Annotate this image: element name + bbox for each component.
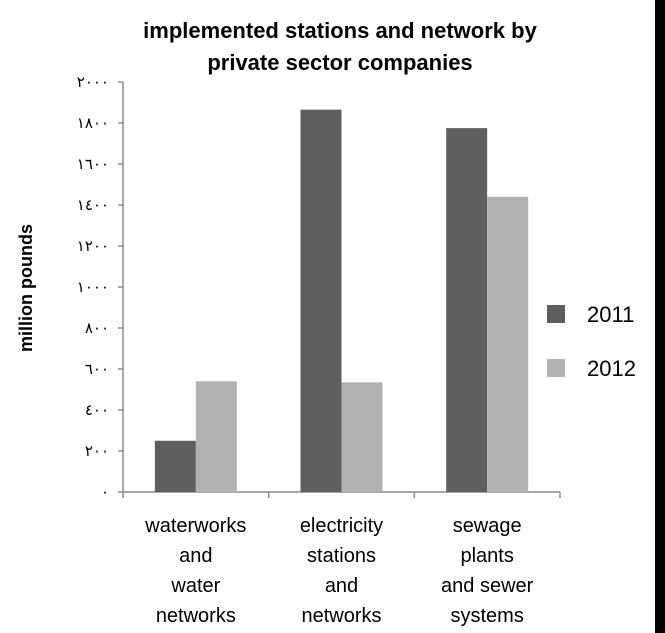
y-tick-label: ١٤٠٠ [77,197,109,214]
legend-label: 2012 [587,356,636,381]
right-edge-strip [655,0,665,633]
legend-swatch-2011 [547,305,565,323]
category-label: plants [460,545,513,567]
bar-2012-cat-1 [341,382,383,492]
y-tick-label: ٢٠٠٠ [77,74,109,91]
y-tick-label: ٤٠٠ [85,402,109,419]
bar-2012-cat-2 [487,196,529,493]
y-tick-label: ٨٠٠ [85,320,109,337]
y-tick-label: ١٨٠٠ [77,115,109,132]
category-label: water [170,575,220,597]
bar-2011-cat-1 [300,109,342,493]
category-label: and [179,545,212,567]
bar-2012-cat-0 [195,381,237,492]
bar-2011-cat-2 [446,128,488,492]
legend-swatch-2012 [547,359,565,377]
y-tick-label: ١٠٠٠ [77,279,109,296]
category-label: sewage [453,515,522,537]
category-label: and [325,575,358,597]
y-axis-label: million pounds [16,224,36,352]
bar-2011-cat-0 [154,440,196,492]
chart-title-line-2: private sector companies [207,50,472,75]
category-label: electricity [300,515,383,537]
legend-label: 2011 [587,302,634,327]
y-tick-label: ٢٠٠ [85,443,109,460]
y-tick-label: ٦٠٠ [85,361,109,378]
category-label: waterworks [144,515,246,537]
chart-title-line-1: implemented stations and network by [143,18,537,43]
category-label: systems [450,605,523,627]
category-label: and sewer [441,575,534,597]
y-tick-label: ٠ [101,484,109,501]
category-label: networks [156,605,236,627]
category-label: stations [307,545,376,567]
category-label: networks [301,605,381,627]
y-tick-label: ١٢٠٠ [77,238,109,255]
y-tick-label: ١٦٠٠ [77,156,109,173]
